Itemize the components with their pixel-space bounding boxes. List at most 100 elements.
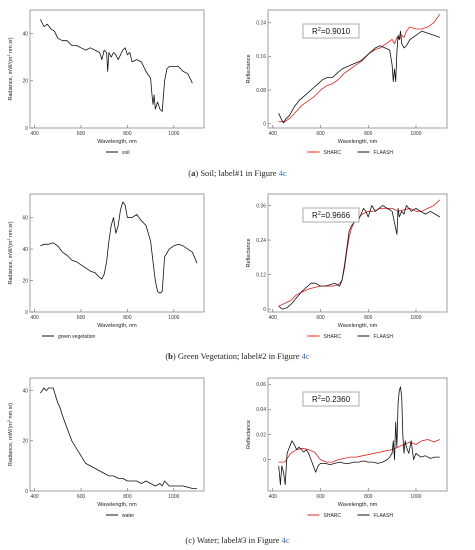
chart-c-radiance-series-0: [40, 387, 197, 489]
chart-a-radiance-xtick-label-0: 400: [30, 131, 39, 137]
chart-c-reflectance-svg: 400 600 800 1000 0 0.02 0.04 0.06 Wavelength, nm…: [246, 377, 448, 519]
chart-c-radiance-ytick-label-2: 40: [22, 388, 28, 394]
caption-c-letter: c: [188, 535, 192, 545]
chart-c-radiance-ylabel: Radiance, mW/(m2 nm sr): [7, 403, 14, 466]
chart-c-reflectance-ytick-label-1: 0.02: [256, 432, 266, 438]
chart-b-radiance-legend-label-0: green vegetation: [58, 334, 95, 340]
chart-b-radiance: 400 600 800 1000 0 20 40 60 Wavelength, nm Radian…: [2, 188, 212, 348]
chart-a-reflectance-xlabel: Wavelength, nm: [338, 139, 378, 145]
chart-c-radiance-xtick-label-0: 400: [30, 494, 39, 500]
chart-c-reflectance-legend-label-1: FLAASH: [374, 513, 394, 519]
chart-a-reflectance-plot-frame: [267, 9, 448, 129]
chart-c-reflectance-series-1: [278, 386, 440, 486]
chart-c-reflectance-r2-box: [302, 391, 360, 407]
chart-b-radiance-ytick-label-3: 60: [22, 215, 28, 221]
chart-b-reflectance-ylabel: Reflectance: [246, 238, 252, 267]
chart-a-radiance: 400 600 800 1000 0 20 40 Wavelength, nm Radiance…: [2, 4, 212, 164]
chart-b-radiance-xtick-label-2: 800: [123, 315, 132, 321]
chart-c-radiance-ytick-label-1: 20: [22, 439, 28, 445]
chart-c-reflectance-xtick-label-2: 800: [364, 494, 373, 500]
chart-a-radiance-xtick-label-3: 1000: [168, 131, 179, 137]
chart-b-radiance-ytick-label-0: 0: [25, 310, 28, 316]
caption-a: (a) Soil; label#1 in Figure 4c: [188, 168, 287, 178]
caption-b-text: Green Vegetation; label#2 in Figure: [175, 351, 302, 361]
chart-a-radiance-svg: 400 600 800 1000 0 20 40 Wavelength, nm Radiance…: [7, 9, 205, 156]
chart-a-reflectance: 400 600 800 1000 0 0.08 0.16 0.24 Wavelength, nm…: [240, 4, 455, 164]
chart-b-reflectance-ytick-label-2: 0.24: [256, 238, 266, 244]
chart-a-radiance-plot-frame: [29, 9, 205, 129]
chart-b-radiance-xtick-label-0: 400: [30, 315, 39, 321]
chart-c-reflectance-r2-text: R2=0.2360: [312, 395, 351, 404]
chart-c-reflectance-xtick-label-3: 1000: [410, 494, 421, 500]
chart-b-reflectance-svg: 400 600 800 1000 0 0.12 0.24 0.36 Wavelength, nm…: [246, 193, 448, 340]
chart-c-radiance-xtick-label-1: 600: [77, 494, 86, 500]
chart-a-reflectance-xtick-label-3: 1000: [410, 131, 421, 137]
chart-b-reflectance-xtick-label-2: 800: [364, 315, 373, 321]
caption-b: (b) Green Vegetation; label#2 in Figure …: [165, 351, 310, 361]
chart-a-radiance-ylabel: Radiance, mW/(m2 nm sr): [7, 37, 14, 100]
chart-a-reflectance-ytick-label-3: 0.24: [256, 20, 266, 26]
chart-a-reflectance-series-0: [278, 13, 441, 123]
chart-a-radiance-xtick-label-1: 600: [77, 131, 86, 137]
chart-b-radiance-plot-frame: [29, 193, 205, 313]
chart-b-reflectance-r2-text: R2=0.9666: [312, 211, 351, 220]
chart-b-reflectance: 400 600 800 1000 0 0.12 0.24 0.36 Wavelength, nm…: [240, 188, 455, 348]
chart-c-reflectance-ylabel: Reflectance: [246, 420, 252, 449]
chart-b-radiance-series-0: [40, 201, 198, 294]
chart-c-reflectance: 400 600 800 1000 0 0.02 0.04 0.06 Wavelength, nm…: [240, 372, 455, 527]
caption-c-ref-link[interactable]: 4c: [281, 535, 290, 545]
caption-b-letter: b: [168, 351, 173, 361]
chart-b-radiance-xlabel: Wavelength, nm: [97, 323, 137, 329]
chart-c-reflectance-ytick-label-0: 0: [263, 457, 266, 463]
chart-a-radiance-legend-label-0: soil: [122, 150, 130, 156]
chart-a-radiance-ytick-label-2: 40: [22, 31, 28, 37]
chart-c-reflectance-r2-annotation: R2=0.2360: [302, 391, 360, 407]
chart-c-radiance: 400 600 800 1000 0 20 40 Wavelength, nm Radiance…: [2, 372, 212, 527]
chart-a-radiance-ytick-label-0: 0: [25, 126, 28, 132]
chart-b-radiance-svg: 400 600 800 1000 0 20 40 60 Wavelength, nm Radian…: [7, 193, 205, 340]
chart-b-reflectance-xlabel: Wavelength, nm: [338, 323, 378, 329]
chart-a-reflectance-ytick-label-2: 0.16: [256, 54, 266, 60]
chart-b-reflectance-ytick-label-1: 0.12: [256, 272, 266, 278]
chart-b-reflectance-ytick-label-3: 0.36: [256, 203, 266, 209]
caption-b-ref-link[interactable]: 4c: [301, 351, 310, 361]
chart-a-reflectance-xtick-label-0: 400: [269, 131, 278, 137]
chart-b-reflectance-series-1: [278, 205, 441, 310]
chart-a-radiance-xtick-label-2: 800: [123, 131, 132, 137]
chart-a-radiance-xlabel: Wavelength, nm: [97, 139, 137, 145]
chart-c-radiance-xtick-label-3: 1000: [168, 494, 179, 500]
chart-b-radiance-ytick-label-2: 40: [22, 247, 28, 253]
chart-b-reflectance-xtick-label-1: 600: [316, 315, 325, 321]
chart-c-radiance-xtick-label-2: 800: [123, 494, 132, 500]
caption-a-text: Soil; label#1 in Figure: [198, 168, 279, 178]
caption-c-text: Water; label#3 in Figure: [194, 535, 282, 545]
chart-c-reflectance-xtick-label-0: 400: [269, 494, 278, 500]
chart-a-reflectance-ytick-label-1: 0.08: [256, 88, 266, 94]
chart-a-reflectance-xtick-label-2: 800: [364, 131, 373, 137]
chart-a-reflectance-ylabel: Reflectance: [246, 54, 252, 83]
chart-b-radiance-ytick-label-1: 20: [22, 278, 28, 284]
chart-b-reflectance-r2-box: [302, 207, 360, 223]
chart-a-reflectance-ytick-label-0: 0: [263, 122, 266, 128]
chart-b-radiance-xtick-label-3: 1000: [168, 315, 179, 321]
chart-b-radiance-ylabel: Radiance, mW/(m2 nm sr): [7, 221, 14, 284]
chart-c-radiance-xlabel: Wavelength, nm: [97, 502, 137, 508]
chart-a-reflectance-series-1: [278, 30, 440, 124]
caption-c: (c) Water; label#3 in Figure 4c: [185, 535, 290, 545]
chart-a-reflectance-r2-annotation: R2=0.9010: [302, 23, 360, 39]
chart-c-reflectance-series-0: [278, 439, 440, 463]
chart-c-radiance-plot-frame: [29, 377, 205, 492]
chart-c-radiance-ytick-label-0: 0: [25, 489, 28, 495]
chart-a-reflectance-legend-label-1: FLAASH: [374, 150, 394, 156]
chart-b-reflectance-legend-label-1: FLAASH: [374, 334, 394, 340]
chart-a-reflectance-svg: 400 600 800 1000 0 0.08 0.16 0.24 Wavelength, nm…: [246, 9, 448, 156]
chart-c-reflectance-legend-label-0: SHARC: [324, 513, 342, 519]
caption-a-ref-link[interactable]: 4c: [278, 168, 287, 178]
chart-a-radiance-ytick-label-1: 20: [22, 79, 28, 85]
chart-b-reflectance-r2-annotation: R2=0.9666: [302, 207, 360, 223]
caption-a-letter: a: [191, 168, 196, 178]
chart-c-reflectance-xlabel: Wavelength, nm: [338, 502, 378, 508]
chart-a-reflectance-xtick-label-1: 600: [316, 131, 325, 137]
chart-a-reflectance-legend-label-0: SHARC: [324, 150, 342, 156]
chart-a-reflectance-r2-box: [302, 23, 360, 39]
